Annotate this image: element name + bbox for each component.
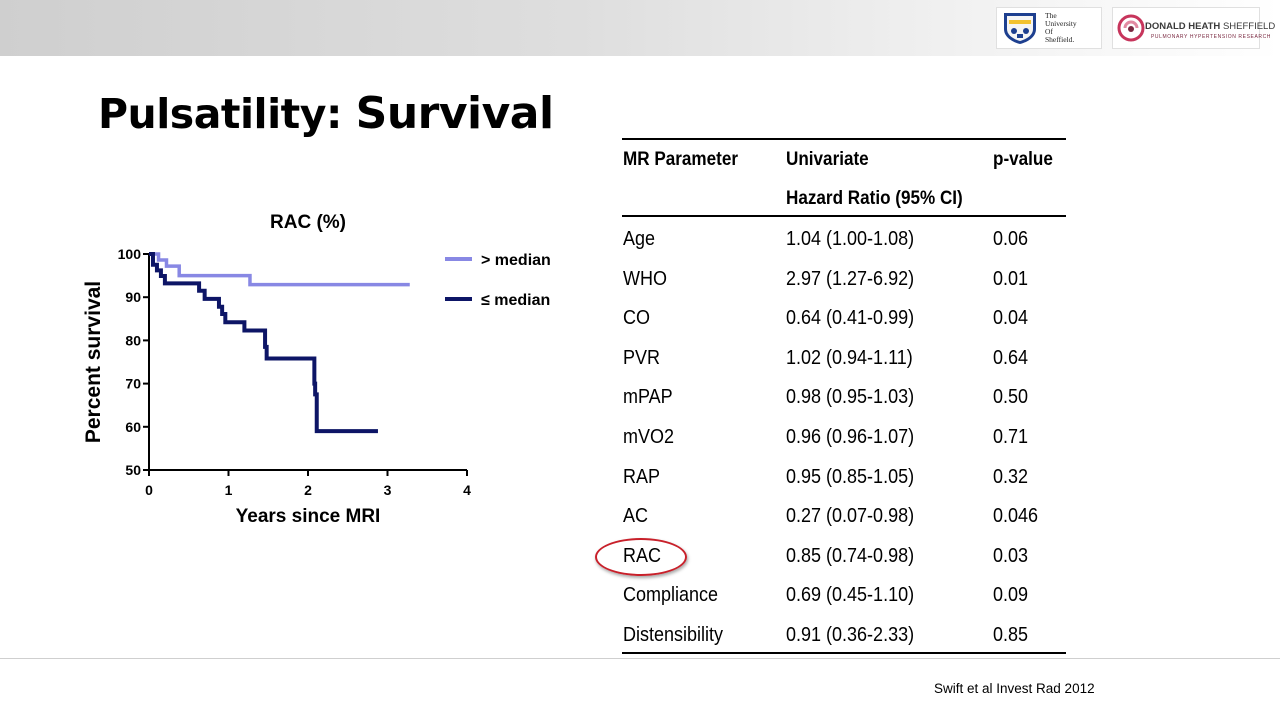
param-cell: WHO (623, 267, 668, 290)
param-cell: Compliance (623, 584, 719, 607)
x-tick-label: 1 (225, 482, 233, 498)
param-cell: Age (623, 228, 656, 250)
p-value-cell: 0.64 (993, 346, 1029, 369)
slide-title-part2: Survival (355, 88, 554, 139)
hazard-ratio-cell: 1.02 (0.94-1.11) (786, 346, 913, 369)
x-tick-label: 4 (463, 482, 471, 498)
chart-title: RAC (%) (270, 212, 346, 233)
p-value-cell: 0.71 (993, 426, 1029, 448)
y-tick-label: 70 (125, 376, 141, 392)
p-value-cell: 0.06 (993, 228, 1029, 250)
survival-chart: RAC (%) 50 60 70 80 90 100 0 1 2 3 4 Years since MRI… (82, 212, 551, 527)
param-cell: AC (623, 505, 649, 528)
table-row: Compliance 0.69 (0.45-1.10) 0.09 (622, 583, 1066, 622)
x-tick-label: 3 (384, 482, 392, 498)
table-row: Distensibility 0.91 (0.36-2.33) 0.85 (622, 623, 1066, 662)
y-axis-label: Percent survival (82, 281, 105, 443)
y-tick-label: 50 (125, 462, 141, 478)
p-value-cell: 0.32 (993, 465, 1029, 488)
uos-wordmark: The University Of Sheffield. (1045, 11, 1077, 44)
legend-label: > median (481, 252, 551, 269)
university-of-sheffield-logo: The University Of Sheffield. (996, 7, 1102, 49)
param-cell: Distensibility (623, 624, 724, 646)
x-tick-label: 0 (145, 482, 153, 498)
p-value-cell: 0.046 (993, 505, 1039, 528)
hazard-ratio-cell: 0.98 (0.95-1.03) (786, 386, 915, 409)
p-value-cell: 0.03 (993, 544, 1029, 567)
p-value-cell: 0.09 (993, 584, 1029, 607)
hazard-ratio-cell: 0.95 (0.85-1.05) (786, 465, 915, 488)
donald-heath-swirl-icon (1117, 14, 1145, 42)
rac-highlight-ellipse (595, 538, 687, 576)
table-row: mVO2 0.96 (0.96-1.07) 0.71 (622, 425, 1066, 464)
hazard-ratio-cell: 2.97 (1.27-6.92) (786, 267, 915, 290)
p-value-cell: 0.85 (993, 624, 1029, 646)
param-cell: CO (623, 307, 650, 330)
legend-label: ≤ median (481, 292, 550, 309)
table-top-rule (622, 138, 1066, 140)
table-row: WHO 2.97 (1.27-6.92) 0.01 (622, 267, 1066, 306)
citation: Swift et al Invest Rad 2012 (934, 681, 1095, 696)
x-tick-label: 2 (304, 482, 312, 498)
table-bottom-rule (622, 652, 1066, 654)
table-row: CO 0.64 (0.41-0.99) 0.04 (622, 306, 1066, 345)
table-row: mPAP 0.98 (0.95-1.03) 0.50 (622, 385, 1066, 424)
y-tick-label: 60 (125, 419, 141, 435)
param-cell: PVR (623, 346, 661, 369)
donald-heath-logo: DONALD HEATH SHEFFIELD PULMONARY HYPERTE… (1112, 7, 1275, 49)
hazard-ratio-cell: 0.27 (0.07-0.98) (786, 505, 915, 528)
param-cell: mVO2 (623, 426, 675, 448)
hazard-ratio-cell: 0.64 (0.41-0.99) (786, 307, 915, 330)
table-row: AC 0.27 (0.07-0.98) 0.046 (622, 504, 1066, 543)
header-hazard-ratio: Hazard Ratio (95% CI) (786, 188, 963, 209)
y-tick-label: 80 (125, 332, 141, 348)
y-tick-label: 90 (125, 289, 141, 305)
param-cell: mPAP (623, 386, 673, 409)
dh-title: DONALD HEATH SHEFFIELD (1145, 21, 1276, 32)
header-univariate: Univariate (786, 149, 869, 170)
table-row: Age 1.04 (1.00-1.08) 0.06 (622, 227, 1066, 266)
header-mr-parameter: MR Parameter (623, 149, 739, 170)
x-axis-label: Years since MRI (236, 506, 381, 527)
table-row: RAP 0.95 (0.85-1.05) 0.32 (622, 465, 1066, 504)
survival-curve-below-median (149, 252, 378, 434)
hazard-ratio-cell: 0.91 (0.36-2.33) (786, 624, 915, 646)
hazard-ratio-cell: 0.69 (0.45-1.10) (786, 584, 915, 607)
hazard-ratio-cell: 0.96 (0.96-1.07) (786, 426, 915, 448)
header-p-value: p-value (993, 149, 1053, 170)
survival-curve-above-median (149, 252, 410, 287)
hazard-ratio-cell: 0.85 (0.74-0.98) (786, 544, 915, 567)
dh-subtitle: PULMONARY HYPERTENSION RESEARCH (1151, 34, 1272, 40)
p-value-cell: 0.50 (993, 386, 1029, 409)
slide-title-part1: Pulsatility: (98, 90, 342, 138)
hazard-ratio-cell: 1.04 (1.00-1.08) (786, 228, 915, 250)
footer-divider (0, 658, 1280, 659)
p-value-cell: 0.04 (993, 307, 1029, 330)
table-row: RAC 0.85 (0.74-0.98) 0.03 (622, 544, 1066, 583)
crest-icon (1004, 13, 1036, 44)
y-tick-label: 100 (118, 246, 142, 262)
table-row: PVR 1.02 (0.94-1.11) 0.64 (622, 346, 1066, 385)
slide-title: Pulsatility: Survival (98, 88, 554, 139)
table-header-rule (622, 215, 1066, 217)
param-cell: RAP (623, 465, 661, 488)
p-value-cell: 0.01 (993, 267, 1029, 290)
